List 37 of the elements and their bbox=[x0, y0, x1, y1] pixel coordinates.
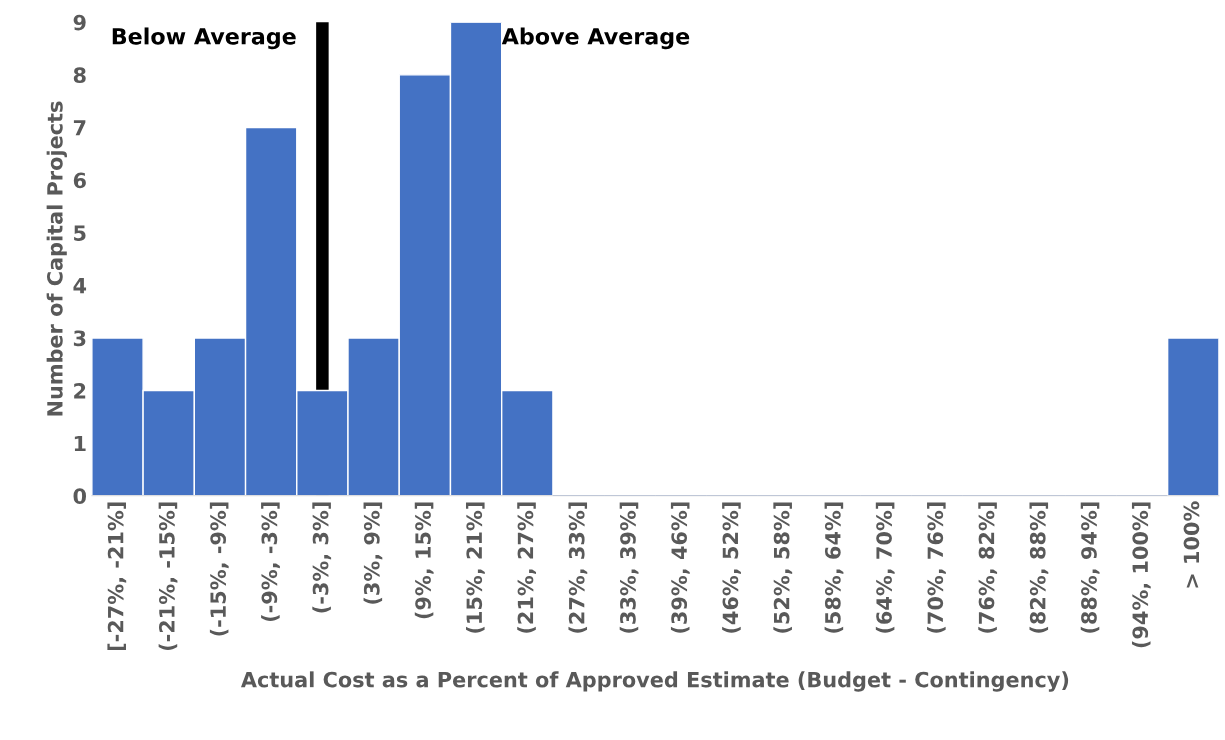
x-tick-label: (-15%, -9%] bbox=[209, 502, 229, 636]
x-tick-label: (82%, 88%] bbox=[1029, 502, 1049, 633]
x-tick-label: [-27%, -21%] bbox=[107, 502, 127, 651]
y-tick-label: 2 bbox=[74, 383, 86, 399]
y-tick-label: 5 bbox=[74, 225, 86, 241]
y-tick-label: 1 bbox=[74, 435, 86, 452]
annotation: Above Average bbox=[501, 27, 690, 50]
y-tick-label: 7 bbox=[73, 120, 86, 136]
x-tick-label: > 100% bbox=[1183, 501, 1200, 588]
annotation: Below Average bbox=[112, 27, 296, 50]
y-tick-label: 4 bbox=[73, 278, 87, 294]
x-tick-label: (46%, 52%] bbox=[722, 502, 741, 633]
x-tick-label: (70%, 76%] bbox=[927, 502, 946, 633]
x-tick-label: (58%, 64%] bbox=[824, 502, 844, 633]
x-tick-label: (76%, 82%] bbox=[978, 502, 998, 633]
x-tick-label: (-3%, 3%] bbox=[312, 502, 332, 613]
x-tick-label: (27%, 33%] bbox=[568, 502, 588, 633]
y-tick-label: 9 bbox=[73, 14, 86, 31]
x-tick-label: (-21%, -15%] bbox=[158, 502, 178, 651]
x-tick-label: (9%, 15%] bbox=[414, 502, 434, 619]
y-axis-title: Number of Capital Projects bbox=[46, 101, 67, 416]
y-tick-label: 8 bbox=[73, 67, 86, 84]
x-tick-label: (94%, 100%] bbox=[1131, 502, 1151, 648]
x-tick-label: (88%, 94%] bbox=[1080, 502, 1100, 633]
bar bbox=[1166, 337, 1219, 496]
x-tick-label: (15%, 21%] bbox=[466, 502, 485, 633]
x-tick-label: (52%, 58%] bbox=[773, 502, 793, 633]
x-tick-label: (33%, 39%] bbox=[619, 502, 639, 633]
x-tick-label: (39%, 46%] bbox=[670, 502, 690, 633]
x-tick-label: (21%, 27%] bbox=[517, 502, 537, 633]
x-tick-label: (64%, 70%] bbox=[875, 502, 895, 633]
x-axis-title: Actual Cost as a Percent of Approved Estimate (Budget - Contingency) bbox=[240, 671, 1069, 692]
y-tick-label: 0 bbox=[73, 488, 87, 505]
y-tick-label: 6 bbox=[73, 172, 86, 189]
y-tick-label: 3 bbox=[73, 330, 86, 347]
x-tick-label: (3%, 9%] bbox=[363, 502, 383, 604]
x-tick-label: (-9%, -3%] bbox=[261, 502, 280, 622]
